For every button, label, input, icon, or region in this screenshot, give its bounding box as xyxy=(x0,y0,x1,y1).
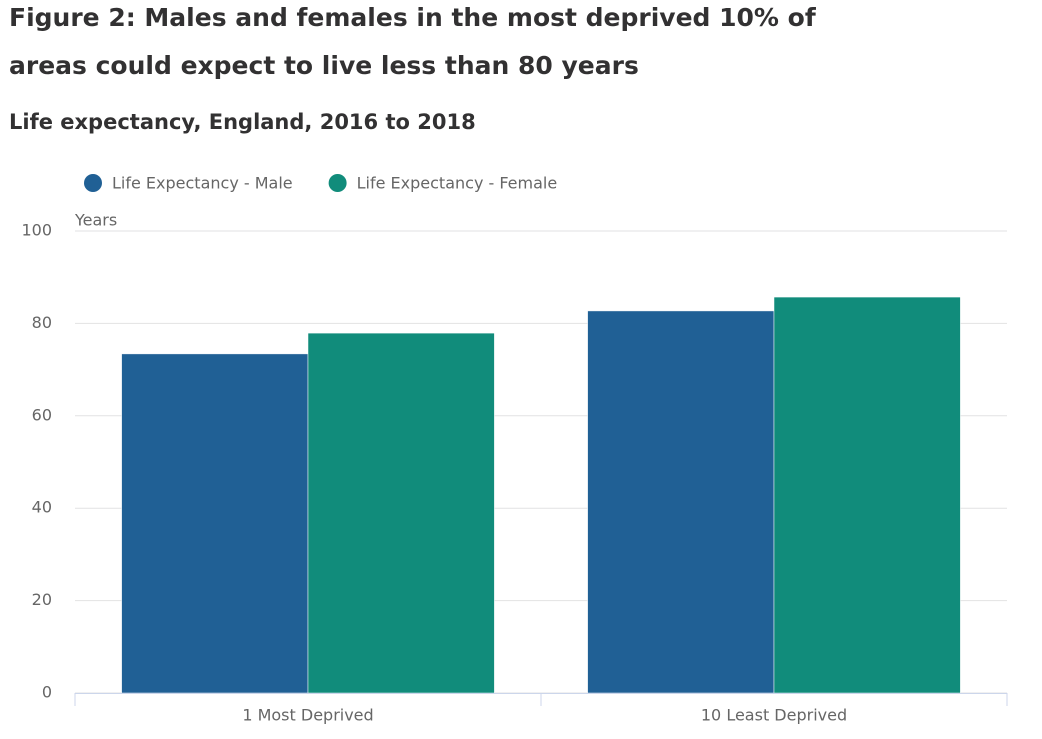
chart-subtitle: Life expectancy, England, 2016 to 2018 xyxy=(9,110,476,134)
bar xyxy=(773,296,961,694)
y-tick-label: 60 xyxy=(32,405,52,424)
chart-title: Figure 2: Males and females in the most … xyxy=(9,3,816,80)
legend-marker xyxy=(328,174,347,192)
legend-marker xyxy=(84,174,102,192)
bar xyxy=(121,353,309,694)
legend-label: Life Expectancy - Male xyxy=(112,174,293,193)
y-tick-label: 100 xyxy=(21,221,52,240)
bar xyxy=(587,310,775,694)
bar xyxy=(307,332,495,694)
legend-label: Life Expectancy - Female xyxy=(357,174,558,193)
y-tick-label: 0 xyxy=(42,683,52,702)
y-tick-label: 80 xyxy=(32,313,52,332)
y-tick-label: 20 xyxy=(32,590,52,609)
x-tick-label: 1 Most Deprived xyxy=(242,706,373,725)
y-tick-label: 40 xyxy=(32,498,52,517)
x-tick-label: 10 Least Deprived xyxy=(701,706,847,725)
y-axis-label: Years xyxy=(74,211,117,230)
